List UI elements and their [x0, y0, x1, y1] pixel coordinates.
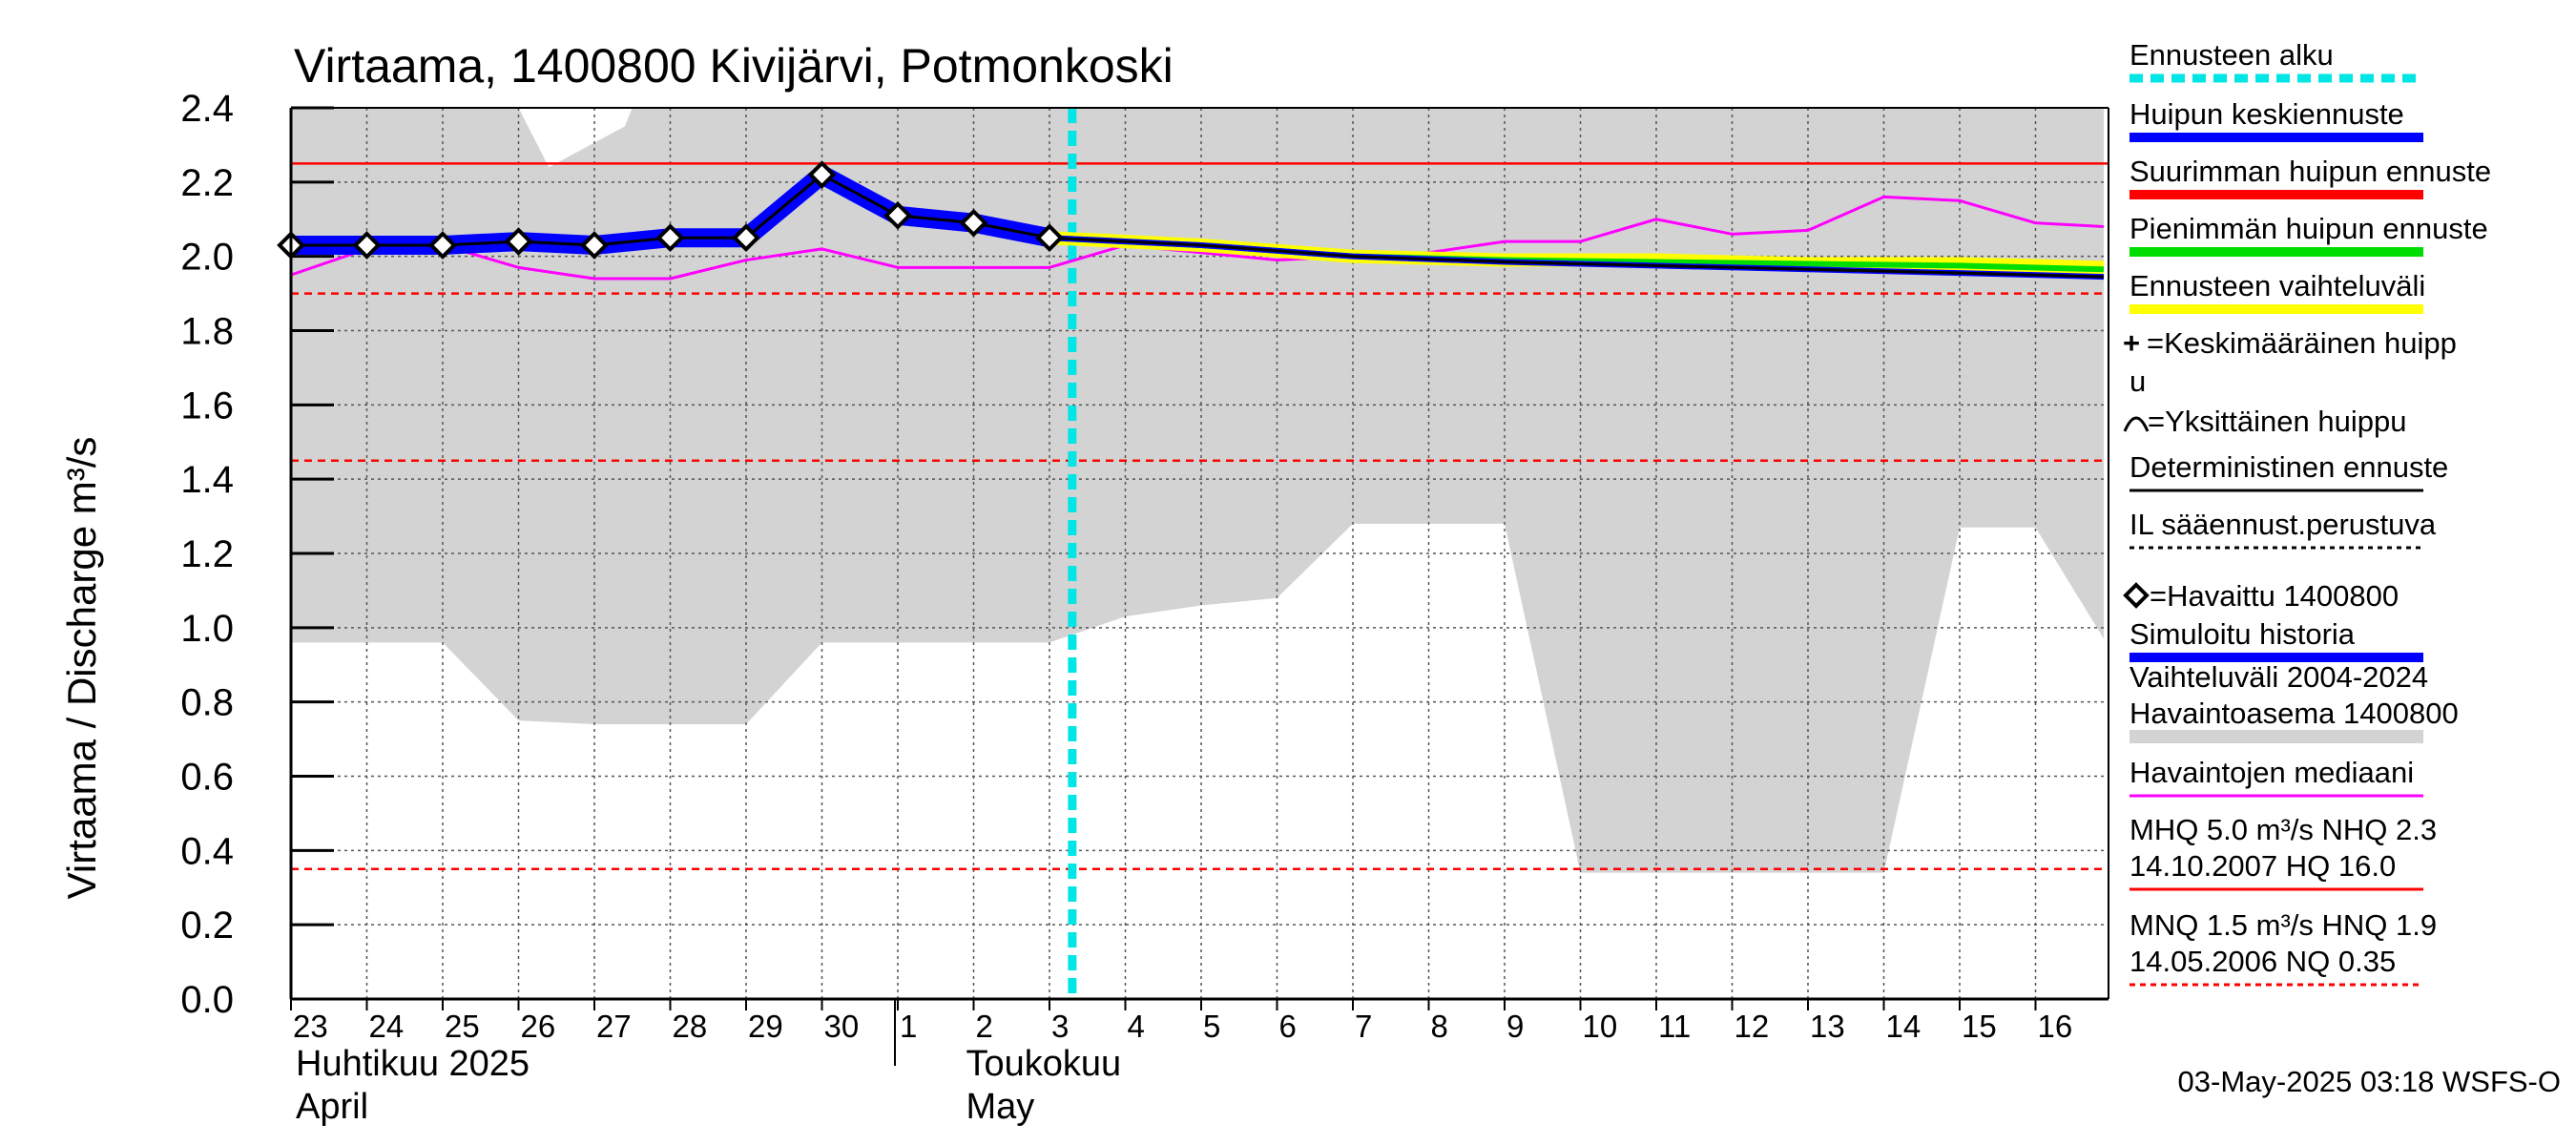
observed-point: [428, 231, 457, 260]
observed-point: [1035, 223, 1064, 253]
x-tick-label: 29: [748, 1009, 783, 1044]
legend-label: Vaihteluväli 2004-2024: [2129, 660, 2428, 694]
legend-label: Huipun keskiennuste: [2129, 97, 2404, 131]
reference-lines-layer: [291, 108, 2109, 999]
legend-label-2: 14.10.2007 HQ 16.0: [2129, 849, 2396, 883]
legend-label: Pienimmän huipun ennuste: [2129, 212, 2488, 245]
y-tick-label: 2.0: [180, 237, 234, 279]
legend-item: + =Keskimääräinen huippu: [2123, 326, 2457, 398]
timestamp: 03-May-2025 03:18 WSFS-O: [2178, 1065, 2561, 1098]
x-tick-label: 13: [1810, 1009, 1845, 1044]
observed-point: [655, 223, 685, 253]
y-tick-label: 2.4: [180, 88, 234, 130]
x-tick-label: 25: [445, 1009, 480, 1044]
legend-label-2: u: [2129, 364, 2146, 398]
observed-point: [959, 208, 988, 238]
observed-point: [732, 223, 760, 253]
legend-label: MNQ 1.5 m³/s HNQ 1.9: [2129, 908, 2437, 942]
x-tick-label: 27: [596, 1009, 632, 1044]
legend-item: Ennusteen vaihteluväli: [2129, 269, 2425, 314]
x-tick-label: 12: [1735, 1009, 1770, 1044]
legend-item: Suurimman huipun ennuste: [2129, 155, 2491, 199]
x-tick-label: 11: [1658, 1009, 1691, 1044]
y-tick-label: 2.2: [180, 162, 234, 204]
plus-icon: +: [2123, 326, 2140, 360]
observed-point: [883, 201, 912, 230]
x-tick-label: 6: [1279, 1009, 1297, 1044]
observed-point: [580, 231, 609, 260]
legend-label: Havaintojen mediaani: [2129, 756, 2414, 789]
x-tick-label: 30: [824, 1009, 860, 1044]
legend-label: Deterministinen ennuste: [2129, 450, 2448, 484]
variation-band-area: [291, 108, 2105, 873]
y-tick-label: 1.8: [180, 311, 234, 353]
month-label-fi: Huhtikuu 2025: [296, 1044, 530, 1084]
legend-item: =Havaittu 1400800: [2123, 579, 2399, 613]
legend-label-2: Havaintoasema 1400800: [2129, 697, 2459, 730]
y-tick-label: 1.4: [180, 459, 234, 501]
legend-label: Suurimman huipun ennuste: [2129, 155, 2491, 188]
legend-item: Havaintojen mediaani: [2129, 756, 2423, 798]
x-tick-label: 8: [1431, 1009, 1448, 1044]
x-tick-label: 5: [1203, 1009, 1220, 1044]
month-label-en: April: [296, 1087, 368, 1127]
legend-item: MHQ 5.0 m³/s NHQ 2.314.10.2007 HQ 16.0: [2129, 813, 2437, 891]
legend-item: Deterministinen ennuste: [2129, 450, 2448, 492]
legend-item: Simuloitu historia: [2129, 617, 2423, 662]
observed-point: [807, 160, 837, 189]
single-peak-icon: [2123, 416, 2150, 432]
legend-label: =Keskimääräinen huipp: [2147, 326, 2457, 360]
y-tick-label: 0.6: [180, 757, 234, 799]
legend-label: =Havaittu 1400800: [2150, 579, 2399, 613]
legend: Ennusteen alku Huipun keskiennuste Suurimm…: [2123, 38, 2491, 987]
observed-point: [504, 227, 533, 256]
month-label-en: May: [966, 1087, 1035, 1127]
x-tick-label: 16: [2038, 1009, 2073, 1044]
y-tick-label: 1.2: [180, 533, 234, 575]
month-label-fi: Toukokuu: [966, 1044, 1122, 1084]
legend-item: Huipun keskiennuste: [2129, 97, 2423, 142]
x-tick-label: 1: [900, 1009, 917, 1044]
x-tick-label: 4: [1128, 1009, 1145, 1044]
legend-label: IL sääennust.perustuva: [2129, 508, 2437, 541]
legend-item: Vaihteluväli 2004-2024 Havaintoasema 140…: [2129, 660, 2459, 743]
legend-label: MHQ 5.0 m³/s NHQ 2.3: [2129, 813, 2437, 846]
y-tick-label: 0.4: [180, 830, 234, 872]
x-tick-label: 28: [673, 1009, 708, 1044]
legend-item: Pienimmän huipun ennuste: [2129, 212, 2488, 257]
x-tick-label: 9: [1506, 1009, 1524, 1044]
x-tick-label: 24: [369, 1009, 405, 1044]
legend-label: Simuloitu historia: [2129, 617, 2356, 651]
x-tick-label: 26: [521, 1009, 556, 1044]
variation-band-layer: [291, 108, 2105, 873]
legend-label: Ennusteen vaihteluväli: [2129, 269, 2425, 302]
axes-layer: 0.0 0.2 0.4 0.6 0.8 1.0 1.2 1.4 1.6 1.8 2.0 2.2 2.4 2…: [180, 88, 2109, 1127]
x-tick-label: 15: [1962, 1009, 1997, 1044]
y-tick-label: 0.2: [180, 905, 234, 947]
x-tick-label: 3: [1051, 1009, 1069, 1044]
chart-title: Virtaama, 1400800 Kivijärvi, Potmonkoski: [294, 39, 1174, 93]
legend-item: Ennusteen alku: [2129, 38, 2423, 83]
y-tick-label: 0.0: [180, 979, 234, 1021]
y-tick-label: 1.0: [180, 608, 234, 650]
y-tick-label: 0.8: [180, 682, 234, 724]
x-tick-label: 23: [293, 1009, 328, 1044]
legend-label: Ennusteen alku: [2129, 38, 2334, 72]
legend-label-2: 14.05.2006 NQ 0.35: [2129, 945, 2396, 978]
legend-item: =Yksittäinen huippu: [2123, 405, 2406, 438]
x-tick-label: 14: [1886, 1009, 1922, 1044]
legend-label: =Yksittäinen huippu: [2148, 405, 2406, 438]
y-axis-label: Virtaama / Discharge m³/s: [59, 437, 104, 900]
diamond-icon: [2123, 582, 2150, 609]
legend-item: MNQ 1.5 m³/s HNQ 1.914.05.2006 NQ 0.35: [2129, 908, 2437, 987]
y-tick-label: 1.6: [180, 385, 234, 427]
observed-point: [352, 231, 382, 260]
series-havaintojen-mediaani: [290, 195, 2105, 281]
x-tick-label: 2: [976, 1009, 993, 1044]
x-tick-label: 7: [1355, 1009, 1372, 1044]
legend-item: IL sääennust.perustuva: [2129, 508, 2437, 550]
observed-markers-layer: [277, 160, 1064, 260]
x-tick-label: 10: [1583, 1009, 1618, 1044]
